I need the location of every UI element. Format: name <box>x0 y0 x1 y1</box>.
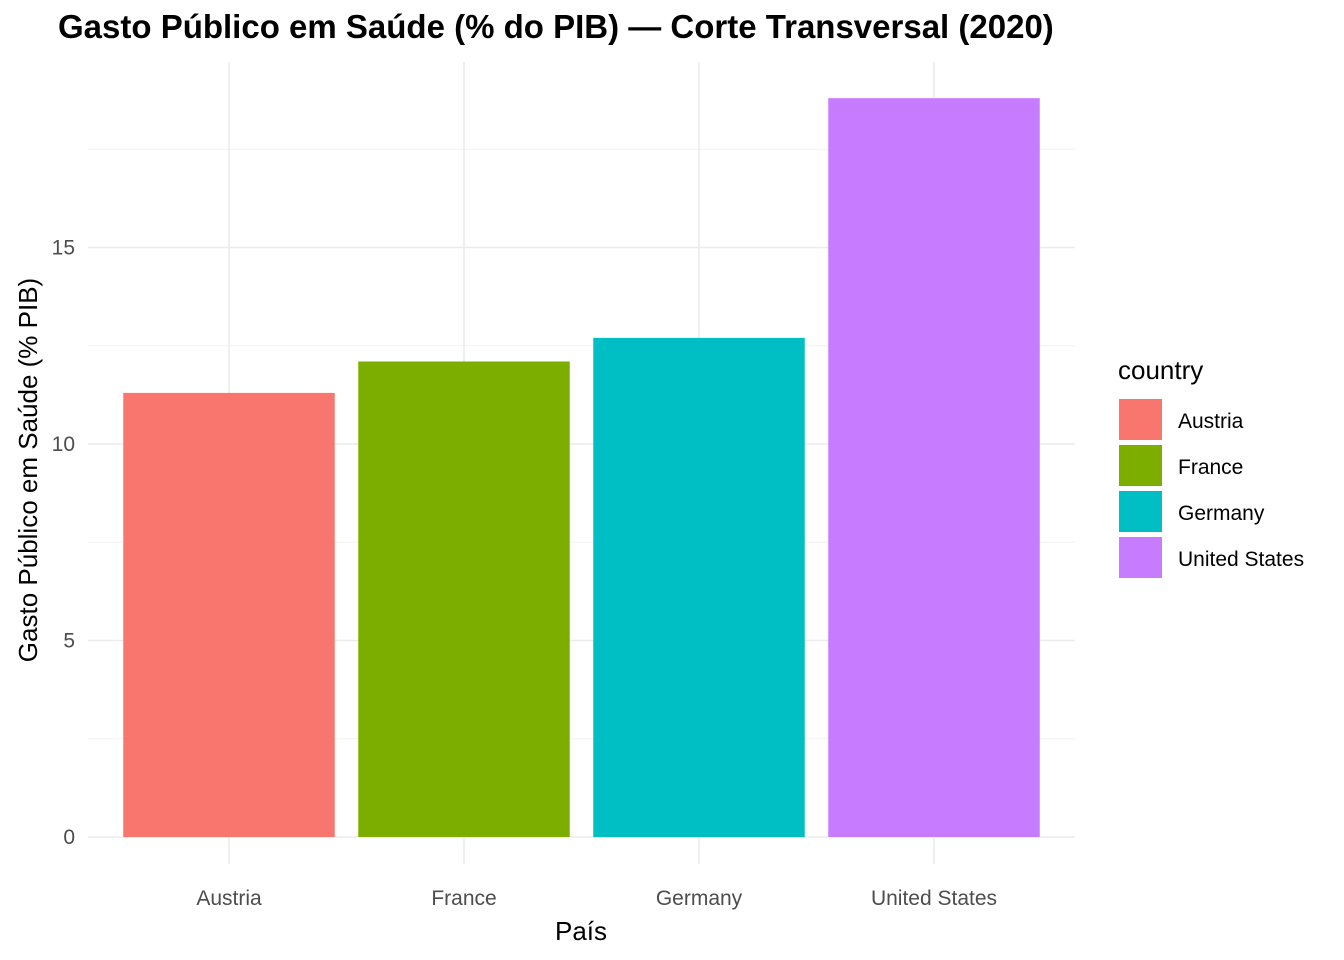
x-tick-label: Germany <box>656 887 743 910</box>
bar-austria <box>123 392 335 837</box>
bar-france <box>358 361 570 837</box>
legend: country Austria France Germany United State… <box>1118 355 1304 578</box>
x-tick-label: United States <box>871 887 997 910</box>
y-tick-label: 15 <box>52 237 75 260</box>
x-tick-label: France <box>431 887 496 910</box>
bar-united-states <box>828 98 1040 837</box>
y-axis-title: Gasto Público em Saúde (% PIB) <box>13 278 43 662</box>
legend-label: Austria <box>1178 410 1244 433</box>
legend-title: country <box>1118 355 1203 385</box>
legend-label: Germany <box>1178 502 1265 525</box>
bar-germany <box>593 337 805 837</box>
bars <box>123 98 1040 837</box>
legend-label: France <box>1178 456 1243 479</box>
legend-key-austria <box>1119 399 1162 440</box>
x-axis-title: País <box>555 916 607 946</box>
y-tick-label: 10 <box>52 433 75 456</box>
legend-key-germany <box>1119 491 1162 532</box>
legend-key-united-states <box>1119 537 1162 578</box>
y-tick-label: 0 <box>63 826 75 849</box>
x-tick-label: Austria <box>196 887 262 910</box>
y-axis-ticks: 0 5 10 15 <box>52 237 75 850</box>
legend-label: United States <box>1178 548 1304 571</box>
x-axis-ticks: Austria France Germany United States <box>196 887 997 910</box>
chart-title: Gasto Público em Saúde (% do PIB) — Cort… <box>58 8 1054 45</box>
legend-key-france <box>1119 445 1162 486</box>
y-tick-label: 5 <box>63 630 75 653</box>
